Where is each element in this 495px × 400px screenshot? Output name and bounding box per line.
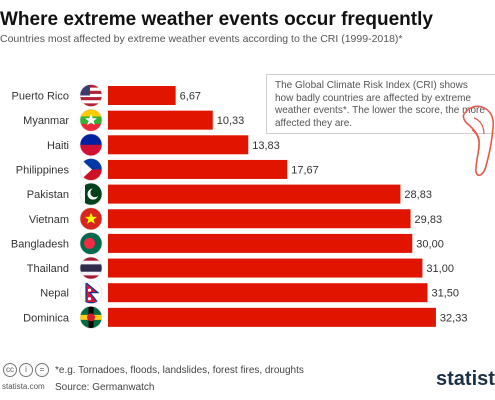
category-label: Philippines (16, 164, 70, 176)
flag-icon (79, 84, 103, 107)
category-label: Puerto Rico (12, 91, 69, 103)
flag-icon (79, 207, 103, 231)
category-label: Vietnam (29, 214, 69, 226)
chart-subtitle: Countries most affected by extreme weath… (0, 33, 403, 45)
site-url[interactable]: statista.com (2, 382, 45, 391)
category-label: Haiti (47, 140, 69, 152)
value-label: 6,67 (180, 91, 201, 103)
bar (108, 86, 176, 105)
value-label: 13,83 (252, 140, 280, 152)
value-label: 29,83 (415, 214, 443, 226)
bar (108, 159, 288, 179)
cri-info-box: The Global Climate Risk Index (CRI) show… (266, 74, 495, 134)
statista-logo[interactable]: statista (436, 368, 495, 390)
value-label: 32,33 (440, 312, 468, 324)
attribution-icon: i (19, 363, 33, 377)
cc-icon: cc (3, 363, 17, 377)
source-note: Source: Germanwatch (55, 382, 155, 393)
equals-icon: = (35, 363, 49, 377)
flag-icon (79, 281, 103, 305)
flag-icons (79, 84, 103, 329)
category-label: Myanmar (23, 115, 69, 127)
value-labels: 6,67 10,33 13,83 17,67 28,83 29,83 30,00 31,00 3… (180, 91, 468, 325)
flag-icon (79, 306, 103, 329)
bar (108, 209, 411, 229)
value-label: 30,00 (416, 238, 444, 250)
bar-chart: Puerto Rico Myanmar Haiti Philippines Pakist… (11, 84, 468, 329)
value-label: 17,67 (291, 164, 319, 176)
license-icons: cc i = (3, 361, 51, 377)
chart-title: Where extreme weather events occur frequ… (0, 9, 433, 30)
flag-icon (79, 133, 103, 157)
bar (108, 184, 401, 204)
bar (108, 233, 413, 253)
category-label: Bangladesh (11, 238, 69, 250)
value-label: 28,83 (404, 189, 432, 201)
bar (108, 110, 213, 130)
footnote: *e.g. Tornadoes, floods, landslides, for… (55, 365, 304, 376)
bar (108, 307, 436, 327)
value-label: 31,50 (432, 288, 460, 300)
value-label: 10,33 (217, 115, 245, 127)
value-label: 31,00 (426, 263, 454, 275)
category-label: Thailand (27, 263, 69, 275)
bar (108, 283, 428, 303)
category-label: Nepal (40, 288, 69, 300)
category-label: Dominica (23, 312, 70, 324)
category-label: Pakistan (27, 189, 69, 201)
category-labels: Puerto Rico Myanmar Haiti Philippines Pakist… (11, 91, 70, 325)
flag-icon (79, 108, 103, 132)
pointing-hand-icon (462, 105, 495, 177)
flag-icon (79, 256, 103, 280)
flag-icon (79, 158, 103, 181)
flag-icon (79, 182, 103, 206)
bars (108, 86, 436, 327)
bar (108, 258, 423, 278)
bar (108, 135, 249, 155)
flag-icon (79, 232, 103, 255)
